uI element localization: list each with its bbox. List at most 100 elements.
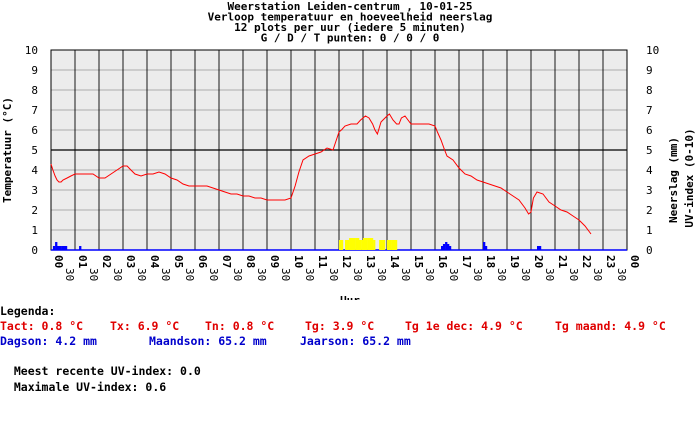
legend-item: Tx: 6.9 °C [110, 319, 180, 333]
precipitation-bar [442, 244, 446, 250]
uv-bar [345, 240, 348, 250]
x-tick-half: 30 [423, 268, 436, 281]
precipitation-bar [445, 242, 448, 250]
precipitation-bar [538, 246, 542, 250]
x-tick-half: 30 [495, 268, 508, 281]
legend-item: Jaarson: 65.2 mm [300, 334, 411, 348]
uv-bar [346, 240, 350, 250]
temperature-line [50, 113, 592, 235]
legend-item: Tg: 3.9 °C [305, 319, 375, 333]
y-tick-left: 1 [31, 224, 38, 237]
precipitation-bar [58, 246, 62, 250]
x-tick-half: 30 [231, 268, 244, 281]
x-tick-hour: 03 [124, 255, 137, 268]
x-tick-hour: 21 [556, 255, 569, 269]
uv-bar [369, 238, 372, 250]
x-tick-half: 30 [87, 268, 100, 281]
uv-max-label: Maximale UV-index: [13, 380, 139, 394]
legend-item: Tn: 0.8 °C [205, 319, 275, 333]
y-tick-right: 6 [646, 124, 653, 137]
legend-item: Tg maand: 4.9 °C [555, 319, 666, 333]
uv-max: Maximale UV-index: 0.6 [0, 365, 166, 395]
uv-bar [358, 240, 362, 250]
legend-title: Legenda: [0, 304, 56, 318]
title-line: Verloop temperatuur en hoeveelheid neers… [208, 11, 493, 24]
y-tick-right: 9 [646, 64, 653, 77]
title-line: Weerstation Leiden-centrum , 10-01-25 [227, 0, 472, 13]
uv-bar [363, 238, 366, 250]
uv-bar [349, 238, 352, 250]
title-line: 12 plots per uur (iedere 5 minuten) [234, 21, 466, 34]
uv-bar [373, 240, 376, 250]
y-tick-right: 10 [646, 44, 659, 57]
x-tick-hour: 14 [388, 255, 401, 269]
uv-bars [339, 238, 398, 250]
uv-bar [351, 238, 354, 250]
uv-bar [393, 240, 396, 250]
x-tick-hour: 10 [292, 255, 305, 268]
x-tick-half: 30 [375, 268, 388, 281]
uv-bar [382, 240, 386, 250]
x-tick-half: 30 [543, 268, 556, 281]
precipitation-bar [447, 244, 450, 250]
precipitation-bar [537, 246, 540, 250]
y-axis-label-left: Temperatuur (°C) [1, 97, 14, 203]
y-tick-left: 3 [31, 184, 38, 197]
uv-bar [367, 238, 370, 250]
x-tick-half: 30 [615, 268, 628, 281]
uv-bar [381, 240, 384, 250]
x-tick-half: 30 [135, 268, 148, 281]
x-tick-half: 30 [279, 268, 292, 281]
y-tick-left: 7 [31, 104, 38, 117]
y-tick-right: 0 [646, 244, 653, 257]
x-tick-hour: 01 [76, 255, 89, 269]
y-tick-right: 7 [646, 104, 653, 117]
precipitation-bars [52, 242, 542, 250]
x-tick-half: 30 [447, 268, 460, 281]
uv-bar [387, 240, 390, 250]
x-tick-hour: 04 [148, 255, 161, 269]
x-tick-half: 30 [327, 268, 340, 281]
weather-chart: Weerstation Leiden-centrum , 10-01-25Ver… [1, 0, 696, 300]
y-tick-left: 2 [31, 204, 38, 217]
x-tick-half: 30 [111, 268, 124, 281]
uv-bar [357, 238, 360, 250]
legend-item: Tg 1e dec: 4.9 °C [405, 319, 523, 333]
x-tick-hour: 00 [628, 255, 641, 268]
y-axis-label-right-precip: Neerslag (mm) [667, 137, 680, 223]
precipitation-bar [57, 246, 60, 250]
x-tick-half: 30 [255, 268, 268, 281]
uv-recent-value: 0.0 [180, 364, 201, 378]
y-tick-left: 4 [31, 164, 38, 177]
x-tick-hour: 12 [340, 255, 353, 268]
legend-item: Dagson: 4.2 mm [0, 334, 97, 348]
x-tick-half: 30 [207, 268, 220, 281]
uv-max-value: 0.6 [145, 380, 167, 394]
uv-bar [364, 238, 368, 250]
x-tick-hour: 06 [196, 255, 209, 269]
grid [50, 49, 628, 251]
x-tick-half: 30 [519, 268, 532, 281]
x-tick-hour: 20 [532, 255, 545, 268]
x-tick-hour: 16 [436, 255, 449, 269]
legend-item: Maandson: 65.2 mm [149, 334, 267, 348]
title-line: G / D / T punten: 0 / 0 / 0 [261, 32, 440, 45]
x-tick-hour: 18 [484, 255, 497, 268]
precipitation-bar [483, 242, 486, 250]
x-tick-half: 30 [567, 268, 580, 281]
uv-bar [352, 238, 356, 250]
x-tick-hour: 22 [580, 255, 593, 268]
uv-bar [355, 238, 358, 250]
y-axis-label-right-uv: UV-index (0-10) [683, 128, 696, 227]
uv-bar [391, 240, 394, 250]
x-tick-hour: 11 [316, 255, 329, 269]
y-tick-left: 8 [31, 84, 38, 97]
y-ticks-right: 0 1 2 3 4 5 6 7 8 9 10 [646, 44, 659, 257]
x-tick-hour: 19 [508, 255, 521, 268]
y-tick-left: 6 [31, 124, 38, 137]
x-tick-half: 30 [591, 268, 604, 281]
precipitation-bar [441, 246, 444, 250]
chart-title: Weerstation Leiden-centrum , 10-01-25Ver… [208, 0, 493, 45]
x-tick-hour: 00 [52, 255, 65, 268]
uv-bar [361, 240, 364, 250]
